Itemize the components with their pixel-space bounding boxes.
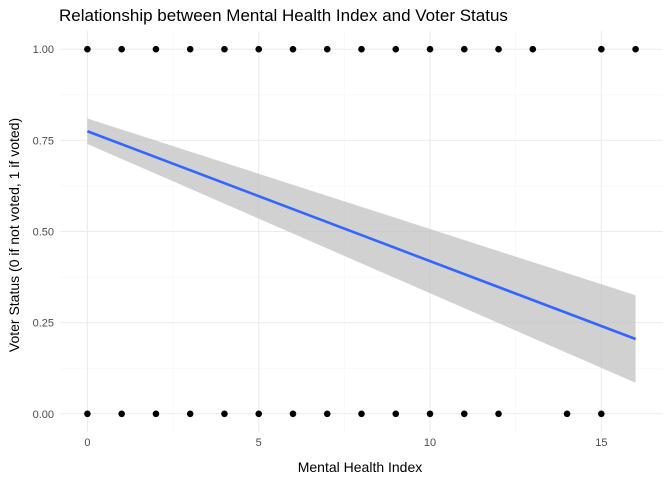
x-axis-title: Mental Health Index xyxy=(298,459,423,475)
data-point xyxy=(323,45,331,53)
x-tick-label: 10 xyxy=(424,437,436,449)
data-point xyxy=(186,45,194,53)
data-point xyxy=(255,45,263,53)
data-point xyxy=(358,410,365,418)
data-point xyxy=(426,45,434,53)
data-point xyxy=(221,45,228,53)
data-point xyxy=(392,410,400,418)
data-point xyxy=(152,45,160,53)
x-tick-label: 15 xyxy=(595,437,607,449)
regression-line xyxy=(86,130,637,341)
chart-title: Relationship between Mental Health Index… xyxy=(59,6,508,25)
y-tick-label: 0.50 xyxy=(33,227,54,239)
data-point xyxy=(426,410,434,418)
data-point xyxy=(495,410,502,418)
regression-line-group xyxy=(86,130,637,341)
confidence-band-area xyxy=(87,118,636,383)
data-point xyxy=(495,45,502,53)
data-point xyxy=(118,410,125,418)
data-point xyxy=(289,45,297,53)
data-point xyxy=(598,45,605,53)
data-point xyxy=(84,45,91,53)
data-point xyxy=(255,410,263,418)
data-point xyxy=(289,410,297,418)
data-point xyxy=(460,410,468,418)
data-point xyxy=(529,45,537,53)
confidence-band xyxy=(87,118,636,383)
data-point xyxy=(118,45,125,53)
data-point xyxy=(323,410,331,418)
data-point xyxy=(186,410,194,418)
y-tick-label: 0.00 xyxy=(33,409,54,421)
data-point xyxy=(84,410,91,418)
data-point xyxy=(221,410,228,418)
data-point xyxy=(392,45,400,53)
y-axis-title: Voter Status (0 if not voted, 1 if voted… xyxy=(6,118,22,352)
x-axis-ticks: 0 5 10 15 xyxy=(84,437,607,449)
data-point xyxy=(563,410,571,418)
data-point xyxy=(598,410,605,418)
x-tick-label: 5 xyxy=(256,437,262,449)
y-tick-label: 1.00 xyxy=(33,44,54,56)
x-tick-label: 0 xyxy=(84,437,90,449)
data-point xyxy=(358,45,365,53)
data-point xyxy=(152,410,160,418)
data-point xyxy=(632,45,639,53)
y-axis-ticks: 0.00 0.25 0.50 0.75 1.00 xyxy=(33,44,54,421)
data-point xyxy=(460,45,468,53)
data-points xyxy=(84,45,639,418)
y-tick-label: 0.25 xyxy=(33,318,54,330)
y-tick-label: 0.75 xyxy=(33,135,54,147)
